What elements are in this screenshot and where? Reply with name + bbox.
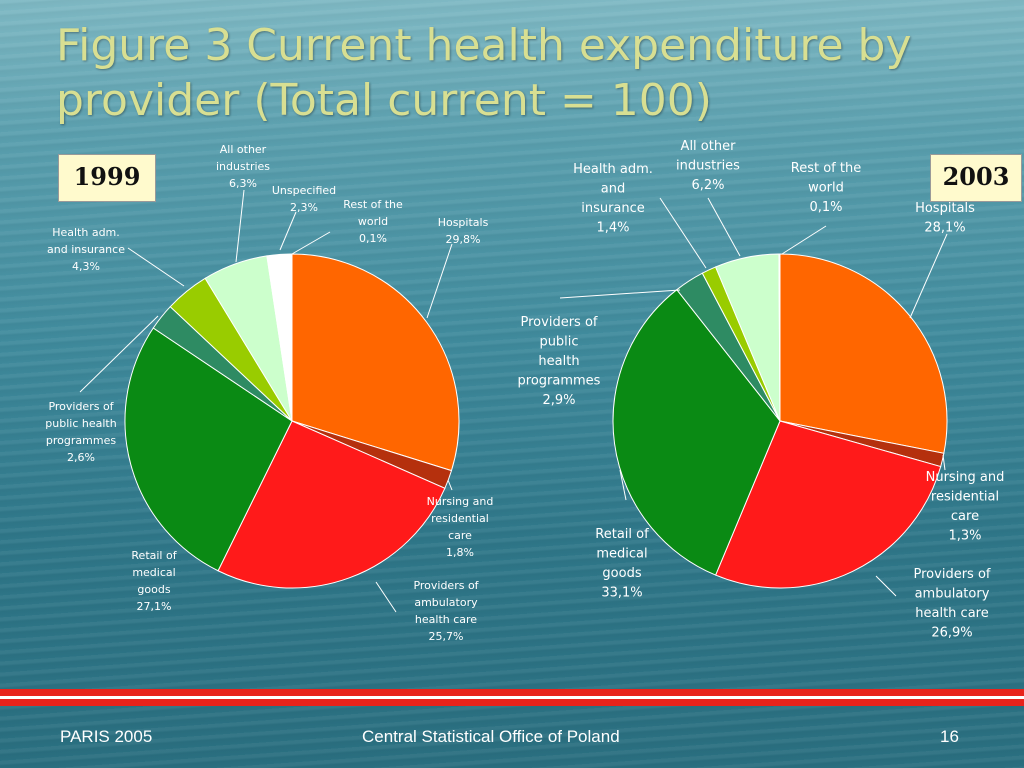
page-number: 16	[940, 727, 959, 746]
data-label-2003-providers-of-ambulatory-health-care: Providers of ambulatory health care 26,9%	[914, 567, 991, 641]
data-label-1999-unspecified: Unspecified 2,3%	[272, 184, 336, 214]
leader-line-1999-providers-of-public-health-programmes	[79, 315, 159, 393]
leader-line-2003-retail-of-medical-goods	[619, 469, 627, 501]
leader-line-2003-providers-of-ambulatory-health-care	[875, 575, 897, 597]
pie-slice-1999-hospitals	[291, 253, 460, 472]
data-label-1999-nursing-and-residential-care: Nursing and residential care 1,8%	[427, 495, 494, 559]
leader-line-1999-health-adm-and-insurance	[127, 247, 185, 287]
white-stripe	[0, 696, 1024, 699]
pie-slice-2003-providers-of-ambulatory-health-care	[714, 420, 942, 589]
pie-slice-2003-rest-of-the-world	[778, 253, 781, 422]
data-label-1999-hospitals: Hospitals 29,8%	[438, 216, 489, 246]
leader-line-1999-all-other-industries	[235, 189, 245, 263]
data-label-2003-retail-of-medical-goods: Retail of medical goods 33,1%	[595, 527, 649, 601]
red-stripe-bottom	[0, 699, 1024, 706]
data-label-1999-rest-of-the-world: Rest of the world 0,1%	[343, 198, 403, 245]
data-label-2003-all-other-industries: All other industries 6,2%	[676, 139, 740, 193]
footer-center: Central Statistical Office of Poland	[362, 727, 620, 746]
slide-title: Figure 3 Current health expenditure by p…	[56, 20, 912, 126]
data-label-1999-all-other-industries: All other industries 6,3%	[216, 143, 270, 190]
data-label-2003-providers-of-public-health-programmes: Providers of public health programmes 2,9%	[518, 315, 601, 408]
data-label-1999-retail-of-medical-goods: Retail of medical goods 27,1%	[131, 549, 177, 613]
pie-slice-1999-providers-of-ambulatory-health-care	[217, 420, 446, 589]
leader-line-1999-unspecified	[279, 211, 297, 251]
year-badge-1999: 1999	[58, 154, 156, 202]
data-label-2003-nursing-and-residential-care: Nursing and residential care 1,3%	[926, 470, 1005, 544]
data-label-2003-rest-of-the-world: Rest of the world 0,1%	[791, 161, 861, 215]
pie-slice-1999-rest-of-the-world	[290, 253, 293, 422]
pie-slice-2003-hospitals	[779, 253, 948, 454]
leader-line-2003-all-other-industries	[707, 197, 741, 257]
pie-slice-1999-retail-of-medical-goods	[124, 327, 293, 572]
red-stripe-top	[0, 689, 1024, 696]
leader-line-1999-nursing-and-residential-care	[447, 479, 453, 491]
data-label-1999-providers-of-ambulatory-health-care: Providers of ambulatory health care 25,7%	[413, 579, 479, 643]
leader-line-2003-nursing-and-residential-care	[942, 454, 946, 471]
leader-line-2003-hospitals	[909, 233, 948, 319]
leader-line-1999-hospitals	[426, 243, 453, 319]
data-label-1999-health-adm-and-insurance: Health adm. and insurance 4,3%	[47, 226, 125, 273]
leader-line-1999-providers-of-ambulatory-health-care	[375, 581, 397, 613]
footer-left: PARIS 2005	[60, 727, 153, 746]
leader-line-2003-rest-of-the-world	[781, 225, 827, 255]
leader-line-2003-providers-of-public-health-programmes	[559, 289, 681, 299]
data-label-2003-health-adm-and-insurance: Health adm. and insurance 1,4%	[573, 162, 653, 236]
year-badge-2003: 2003	[930, 154, 1022, 202]
leader-line-1999-rest-of-the-world	[291, 231, 331, 255]
pie-slice-2003-retail-of-medical-goods	[612, 288, 781, 576]
data-label-1999-providers-of-public-health-programmes: Providers of public health programmes 2,6%	[45, 400, 116, 464]
leader-line-2003-health-adm-and-insurance	[659, 197, 707, 269]
data-label-2003-hospitals: Hospitals 28,1%	[915, 201, 975, 236]
